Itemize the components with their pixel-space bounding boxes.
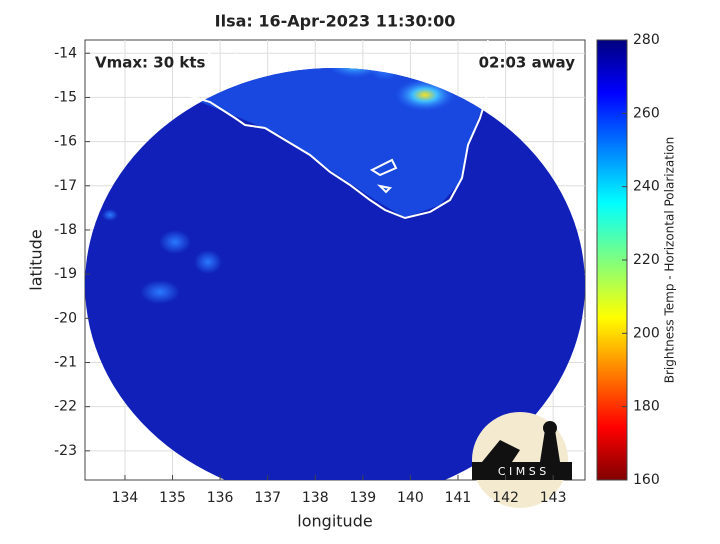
colorbar-label: Brightness Temp - Horizontal Polarizatio…	[663, 137, 677, 384]
y-tick-label: -15	[54, 89, 77, 105]
x-tick-label: 141	[445, 490, 472, 506]
x-tick-label: 138	[302, 490, 329, 506]
chart-title: Ilsa: 16-Apr-2023 11:30:00	[215, 12, 456, 31]
annotation: Vmax: 30 kts	[95, 54, 205, 72]
x-axis-label: longitude	[297, 512, 372, 531]
y-tick-label: -20	[54, 310, 77, 326]
logo: C I M S S	[472, 412, 572, 508]
y-tick-label: -23	[54, 443, 77, 459]
colorbar-tick-label: 220	[633, 252, 660, 268]
x-tick-label: 143	[540, 490, 567, 506]
annotation: 02:03 away	[479, 54, 576, 72]
y-tick-label: -16	[54, 134, 77, 150]
x-tick-label: 136	[207, 490, 234, 506]
y-tick-label: -19	[54, 266, 77, 282]
colorbar-tick-label: 180	[633, 399, 660, 415]
y-tick-label: -21	[54, 354, 77, 370]
swath	[85, 40, 585, 480]
x-tick-label: 140	[397, 490, 424, 506]
colorbar-tick-label: 160	[633, 472, 660, 488]
x-tick-label: 142	[492, 490, 519, 506]
logo-text: C I M S S	[498, 465, 546, 478]
y-tick-label: -18	[54, 222, 77, 238]
y-tick-label: -17	[54, 178, 77, 194]
x-tick-label: 137	[254, 490, 281, 506]
colorbar-tick-label: 200	[633, 325, 660, 341]
x-tick-label: 139	[349, 490, 376, 506]
y-axis-label: latitude	[27, 229, 46, 290]
x-tick-label: 134	[112, 490, 139, 506]
y-tick-label: -22	[54, 399, 77, 415]
x-tick-label: 135	[159, 490, 186, 506]
colorbar-tick-label: 280	[633, 32, 660, 48]
colorbar-tick-label: 260	[633, 105, 660, 121]
y-tick-label: -14	[54, 45, 77, 61]
colorbar-tick-label: 240	[633, 179, 660, 195]
